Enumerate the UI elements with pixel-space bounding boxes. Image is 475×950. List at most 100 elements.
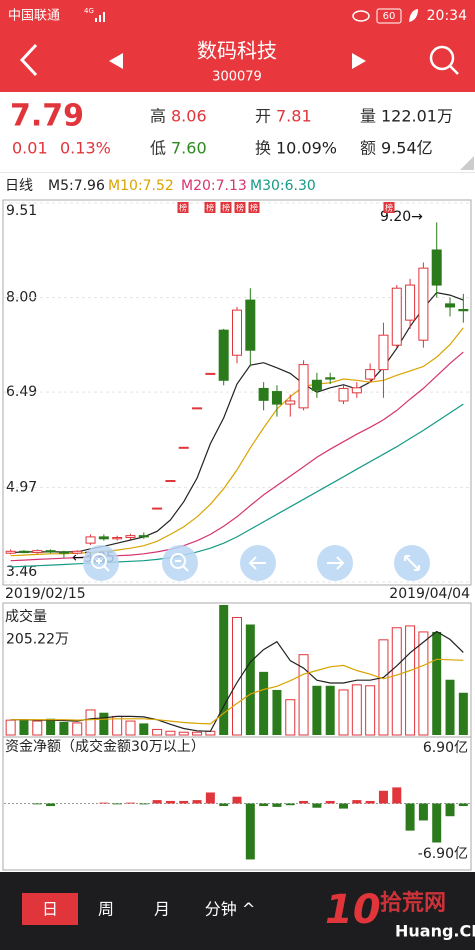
candle-body	[152, 507, 163, 510]
bar	[365, 685, 376, 736]
bar	[312, 803, 322, 808]
limit-badge	[248, 202, 260, 213]
field-value: 9.54亿	[381, 139, 433, 158]
legend-entry: M10:7.52	[108, 178, 174, 194]
bar	[32, 720, 43, 736]
candle-body	[311, 379, 322, 391]
bar	[352, 800, 362, 804]
network: 4G	[84, 7, 94, 15]
bar	[378, 639, 389, 736]
candle-body	[192, 407, 203, 410]
tab[interactable]: 日	[42, 900, 58, 919]
y-tick-label: -6.90亿	[418, 846, 468, 862]
candle-body	[218, 329, 229, 381]
battery-icon	[376, 8, 402, 24]
limit-badge-text: 榜	[206, 203, 214, 213]
bar	[219, 803, 229, 807]
field-label: 量	[360, 107, 376, 126]
zoom-in[interactable]	[83, 545, 119, 581]
candle-body	[138, 535, 149, 538]
date-label: 2019/04/04	[389, 586, 470, 602]
tab[interactable]: 月	[154, 900, 170, 919]
price-frame	[2, 199, 472, 586]
candle-body	[5, 550, 16, 554]
bar	[125, 802, 135, 804]
expand-corner[interactable]	[460, 156, 474, 170]
field-label: 额	[360, 139, 376, 158]
leaf-icon	[409, 9, 418, 22]
back-button[interactable]	[19, 43, 38, 77]
stock-name: 数码科技	[197, 39, 277, 63]
search-button[interactable]	[429, 45, 459, 75]
watermark-number: 10	[325, 887, 381, 933]
zoom-out[interactable]	[162, 545, 198, 581]
field-label: 高	[150, 107, 166, 126]
candle-body	[258, 387, 269, 401]
bar	[99, 712, 109, 735]
watermark-name: 拾荒网	[380, 890, 446, 916]
tab-bar	[0, 872, 475, 950]
next-stock[interactable]	[352, 53, 366, 69]
bar	[72, 722, 83, 736]
bar	[432, 631, 442, 735]
bar	[285, 699, 296, 736]
tab[interactable]: 周	[98, 900, 114, 919]
field-value: 8.06	[171, 107, 207, 126]
bar	[5, 719, 16, 736]
bar	[85, 709, 96, 736]
bar	[46, 803, 56, 807]
bar	[192, 800, 202, 804]
bar	[405, 803, 415, 831]
candle-body	[338, 387, 349, 402]
bar	[59, 722, 69, 735]
scroll-right[interactable]	[317, 545, 353, 581]
legend-entry: M20:7.13	[181, 178, 247, 194]
ma-line	[10, 403, 464, 568]
field-value: 7.60	[171, 139, 207, 158]
bar	[445, 679, 455, 735]
bar	[325, 685, 335, 735]
y-tick-label: 205.22万	[6, 632, 69, 648]
chart-controls	[83, 545, 430, 581]
candle-body	[72, 550, 83, 554]
last-price: 7.79	[10, 99, 84, 134]
signal-icon	[95, 12, 105, 22]
tab[interactable]: 分钟 ^	[205, 900, 256, 919]
bar	[139, 803, 149, 805]
candle-body	[178, 446, 189, 449]
bar	[152, 728, 163, 736]
bar	[245, 624, 255, 735]
candle-body	[85, 536, 96, 544]
bar	[351, 684, 362, 736]
fullscreen[interactable]	[394, 545, 430, 581]
bar	[365, 800, 375, 804]
bar	[219, 605, 229, 735]
bar	[378, 790, 388, 804]
bar	[418, 803, 428, 821]
y-tick-label: 6.90亿	[423, 740, 468, 756]
limit-badge	[234, 202, 246, 213]
bar	[272, 689, 282, 735]
candle-body	[125, 535, 136, 539]
bar	[259, 803, 269, 807]
limit-badge-text: 榜	[222, 203, 230, 213]
bar	[272, 803, 282, 807]
candle-body	[391, 287, 402, 346]
bar	[445, 803, 455, 817]
candle-body	[365, 369, 376, 380]
charts: 9.51 8.00 6.49 4.97 3.46 日线 M5:7.96 M10:7.52 M20…	[4, 178, 470, 862]
legend-entry: M30:6.30	[250, 178, 316, 194]
y-tick-label: 3.46	[6, 564, 37, 580]
limit-badge	[177, 202, 189, 213]
bar	[259, 671, 269, 735]
scroll-left[interactable]	[240, 545, 276, 581]
bar	[458, 803, 468, 807]
y-tick-label: 6.49	[6, 384, 37, 400]
bar	[339, 803, 349, 809]
bar	[391, 627, 402, 736]
field-value: 10.09%	[276, 139, 337, 158]
prev-stock[interactable]	[109, 53, 123, 69]
limit-badge	[220, 202, 232, 213]
